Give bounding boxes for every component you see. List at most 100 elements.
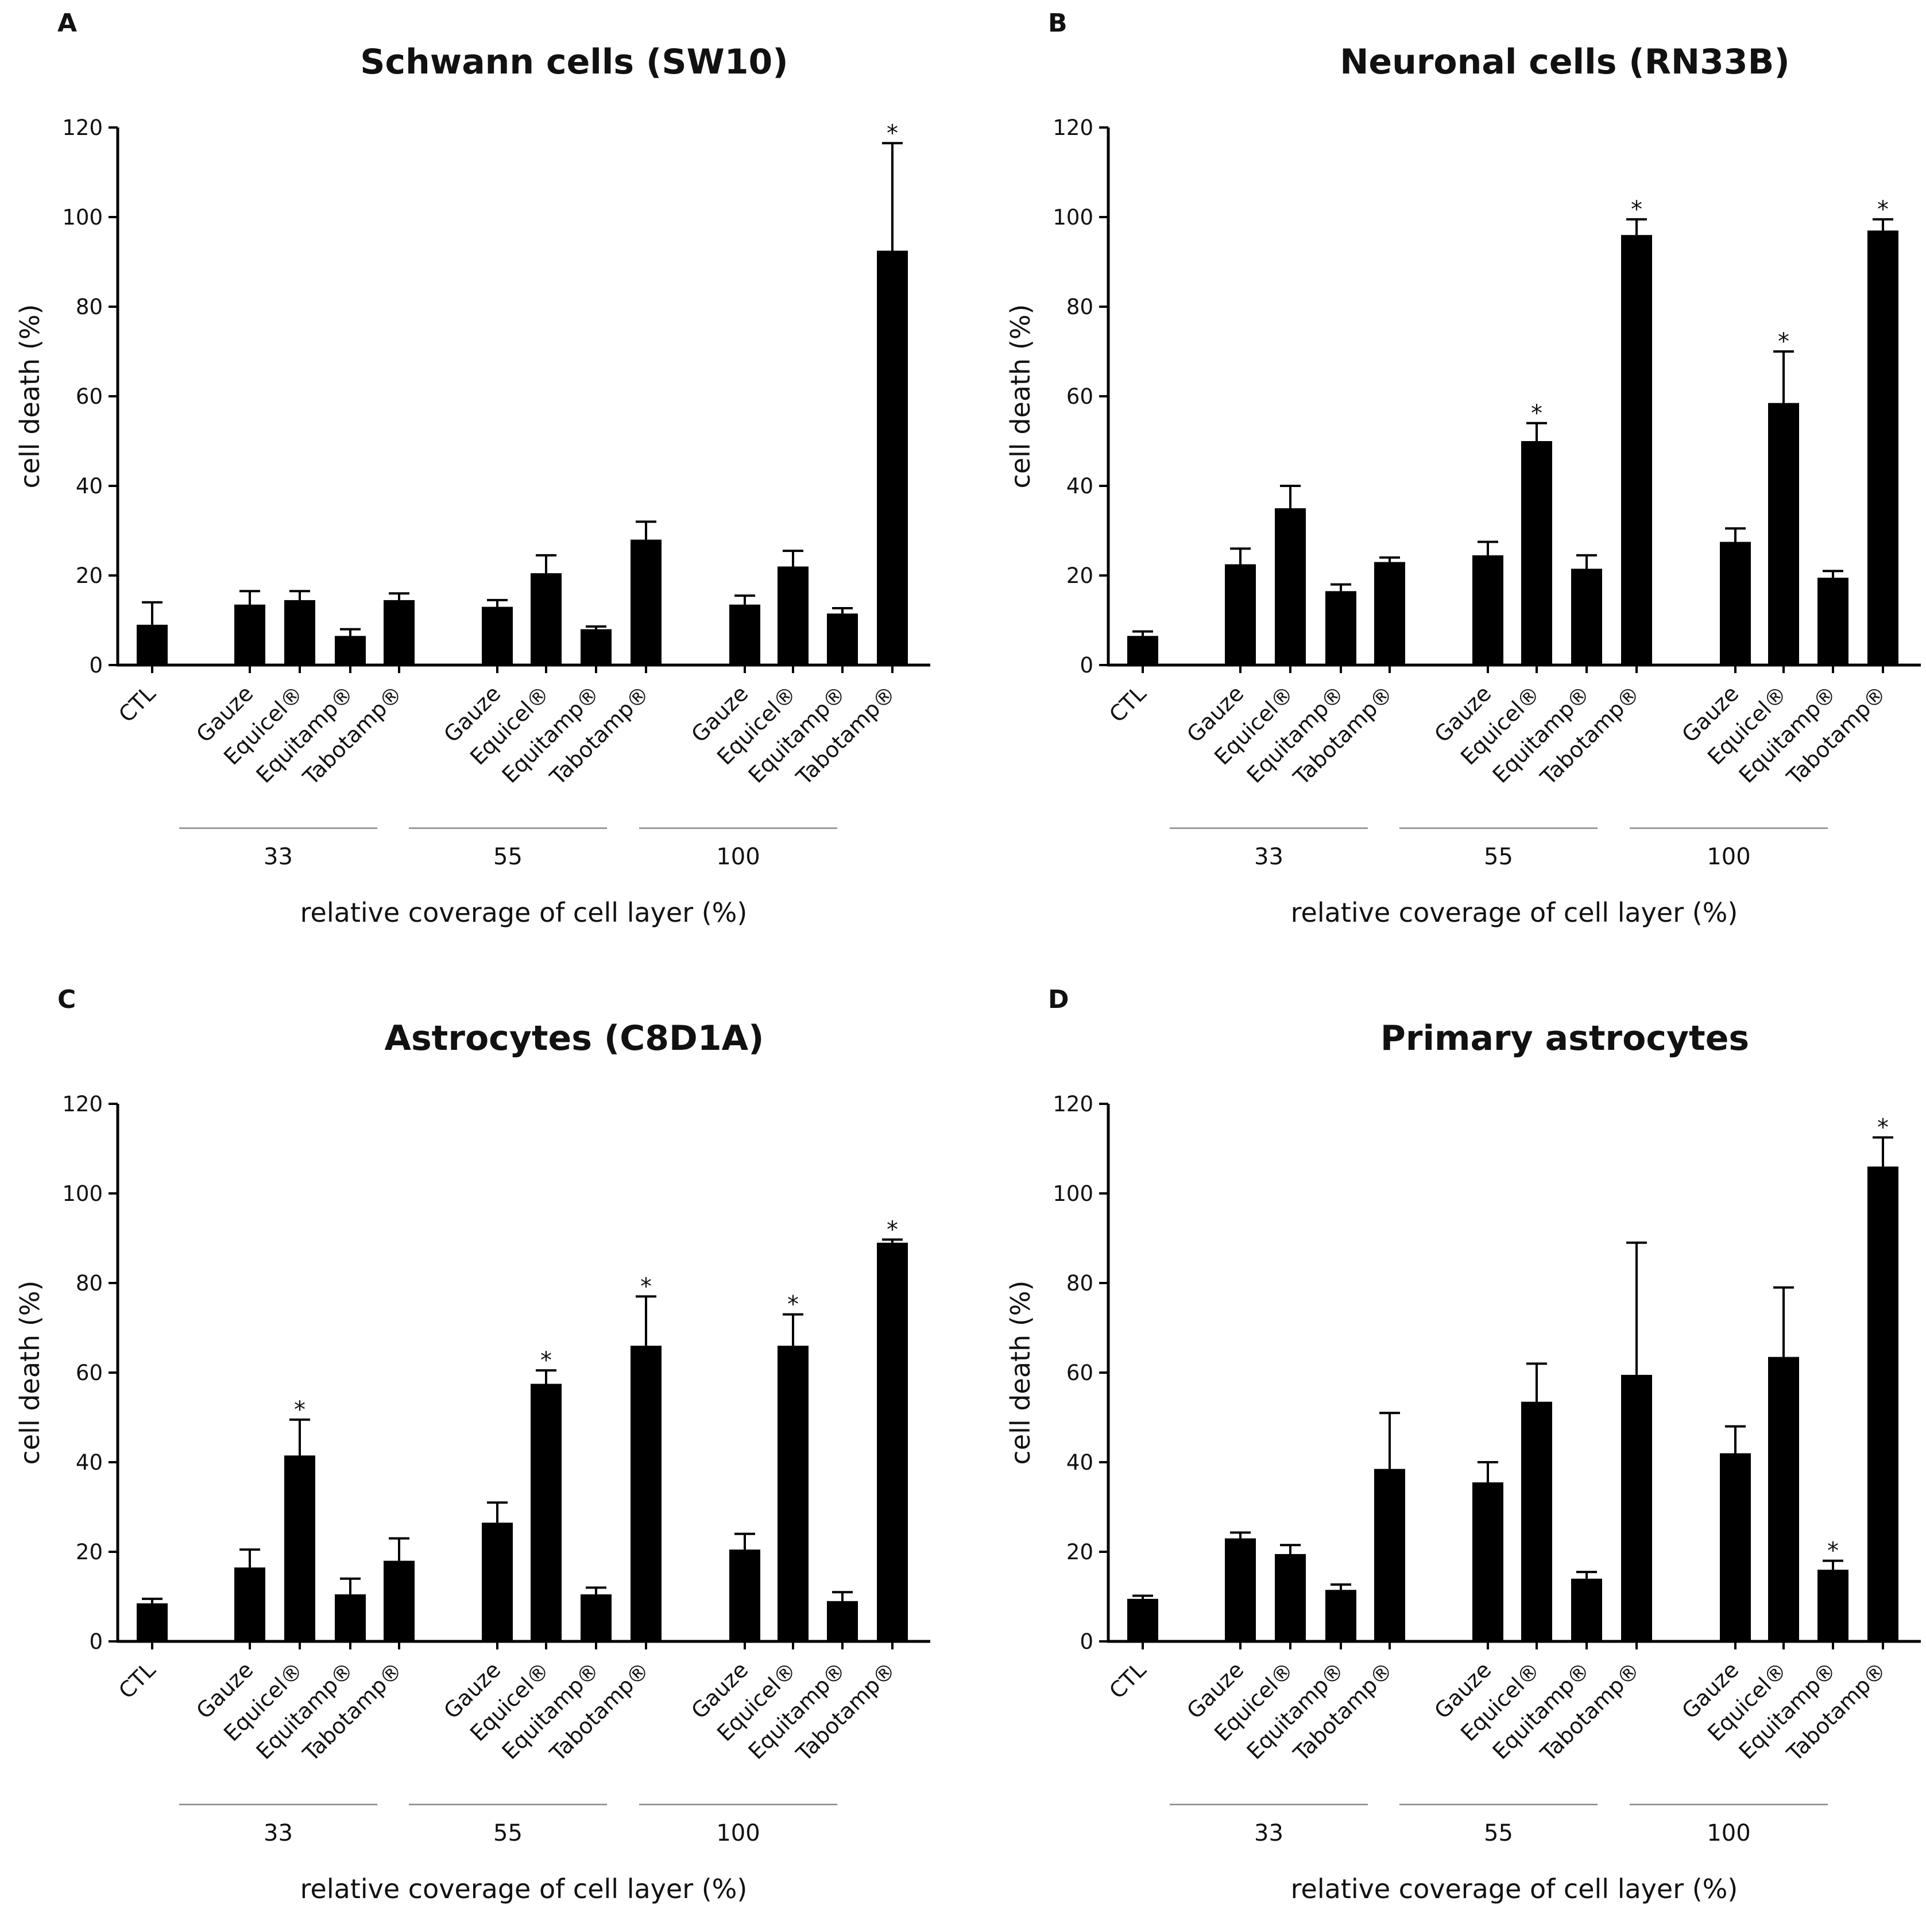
y-axis-label: cell death (%): [14, 304, 45, 489]
bar: [1621, 235, 1652, 665]
x-axis-label: relative coverage of cell layer (%): [300, 897, 748, 928]
group-label: 33: [1254, 1820, 1283, 1846]
significance-star: *: [294, 1397, 305, 1423]
y-tick-label: 40: [76, 1450, 103, 1475]
panel-letter: A: [57, 9, 77, 38]
bar: [1720, 1453, 1751, 1641]
panel-b: B Neuronal cells (RN33B) cell death (%) 0 20…: [1005, 9, 1921, 928]
bar: [1521, 441, 1552, 665]
y-tick-label: 80: [76, 295, 103, 319]
group-label: 100: [716, 1820, 760, 1846]
y-tick-label: 60: [76, 384, 103, 409]
bar: [1817, 1570, 1848, 1641]
bar: [729, 604, 760, 665]
panel-letter: C: [57, 985, 76, 1014]
group-label: 100: [1707, 844, 1750, 870]
y-tick-label: 0: [1080, 653, 1093, 678]
significance-star: *: [1531, 400, 1542, 427]
panel-d: D Primary astrocytes cell death (%) 0 20 40 60…: [1005, 985, 1921, 1904]
bar: [1225, 564, 1256, 665]
y-tick-label: 80: [1066, 295, 1093, 319]
bar: [581, 629, 612, 665]
bar: [234, 604, 265, 665]
significance-star: *: [787, 1292, 799, 1318]
bar: [482, 606, 513, 665]
significance-star: *: [1631, 196, 1642, 223]
x-axis-label: relative coverage of cell layer (%): [1291, 1873, 1738, 1904]
x-tick-label: CTL: [1104, 681, 1151, 727]
panel-letter: B: [1048, 9, 1068, 38]
bar: [1127, 636, 1158, 665]
bar: [581, 1594, 612, 1641]
group-label: 33: [264, 844, 293, 870]
significance-star: *: [1877, 196, 1889, 223]
bar: [1521, 1401, 1552, 1641]
bar: [631, 539, 662, 665]
bar: [531, 1384, 562, 1641]
y-tick-label: 120: [62, 115, 103, 140]
y-tick-label: 60: [1066, 1361, 1093, 1385]
group-label: 100: [716, 844, 760, 870]
y-tick-label: 100: [1053, 205, 1093, 230]
group-label: 55: [493, 844, 523, 870]
bar: [778, 1346, 809, 1641]
x-tick-label: CTL: [114, 681, 160, 727]
bar: [284, 600, 315, 665]
panel-letter: D: [1048, 985, 1069, 1014]
bar: [1325, 1590, 1356, 1641]
group-label: 55: [1484, 1820, 1513, 1846]
bar: [1275, 1554, 1306, 1641]
bar: [877, 250, 908, 665]
bar: [1127, 1598, 1158, 1641]
group-label: 33: [1254, 844, 1283, 870]
bar: [1720, 542, 1751, 665]
bar: [335, 636, 366, 665]
y-axis-label: cell death (%): [14, 1281, 45, 1465]
bar: [482, 1523, 513, 1641]
y-axis-label: cell death (%): [1005, 304, 1036, 489]
x-tick-label: CTL: [1104, 1657, 1151, 1703]
y-tick-label: 120: [62, 1092, 103, 1116]
bar: [1621, 1374, 1652, 1641]
y-tick-label: 100: [62, 1181, 103, 1206]
bar: [1225, 1538, 1256, 1641]
panel-a: A Schwann cells (SW10) cell death (%) 0 20 40…: [14, 9, 930, 928]
y-tick-label: 40: [76, 474, 103, 499]
bar: [1768, 403, 1799, 665]
group-label: 100: [1707, 1820, 1750, 1846]
y-tick-label: 100: [62, 205, 103, 230]
panel-c: C Astrocytes (C8D1A) cell death (%) 0 20 40 60…: [14, 985, 930, 1904]
x-axis-label: relative coverage of cell layer (%): [1291, 897, 1738, 928]
y-tick-label: 40: [1066, 1450, 1093, 1475]
group-label: 33: [264, 1820, 293, 1846]
y-tick-label: 100: [1053, 1181, 1093, 1206]
y-tick-label: 20: [1066, 563, 1093, 588]
significance-star: *: [887, 120, 898, 146]
x-axis-label: relative coverage of cell layer (%): [300, 1873, 748, 1904]
chart-title: Primary astrocytes: [1380, 1018, 1749, 1058]
bar: [1472, 1482, 1503, 1641]
chart-title: Astrocytes (C8D1A): [385, 1018, 764, 1058]
bar: [1867, 1166, 1898, 1641]
bar: [384, 600, 415, 665]
significance-star: *: [640, 1273, 652, 1300]
y-tick-label: 0: [1080, 1629, 1093, 1654]
bar: [1472, 555, 1503, 665]
bar: [827, 613, 858, 665]
bar: [531, 573, 562, 665]
significance-star: *: [540, 1347, 552, 1374]
group-label: 55: [1484, 844, 1513, 870]
bar: [1325, 591, 1356, 665]
bar: [877, 1242, 908, 1641]
significance-star: *: [1827, 1538, 1839, 1564]
bar: [137, 624, 168, 665]
y-tick-label: 40: [1066, 474, 1093, 499]
significance-star: *: [887, 1216, 898, 1243]
bar: [1571, 569, 1602, 665]
y-tick-label: 0: [89, 1629, 103, 1654]
bar: [137, 1603, 168, 1641]
significance-star: *: [1877, 1115, 1889, 1141]
bar: [631, 1346, 662, 1641]
y-tick-label: 80: [76, 1271, 103, 1296]
